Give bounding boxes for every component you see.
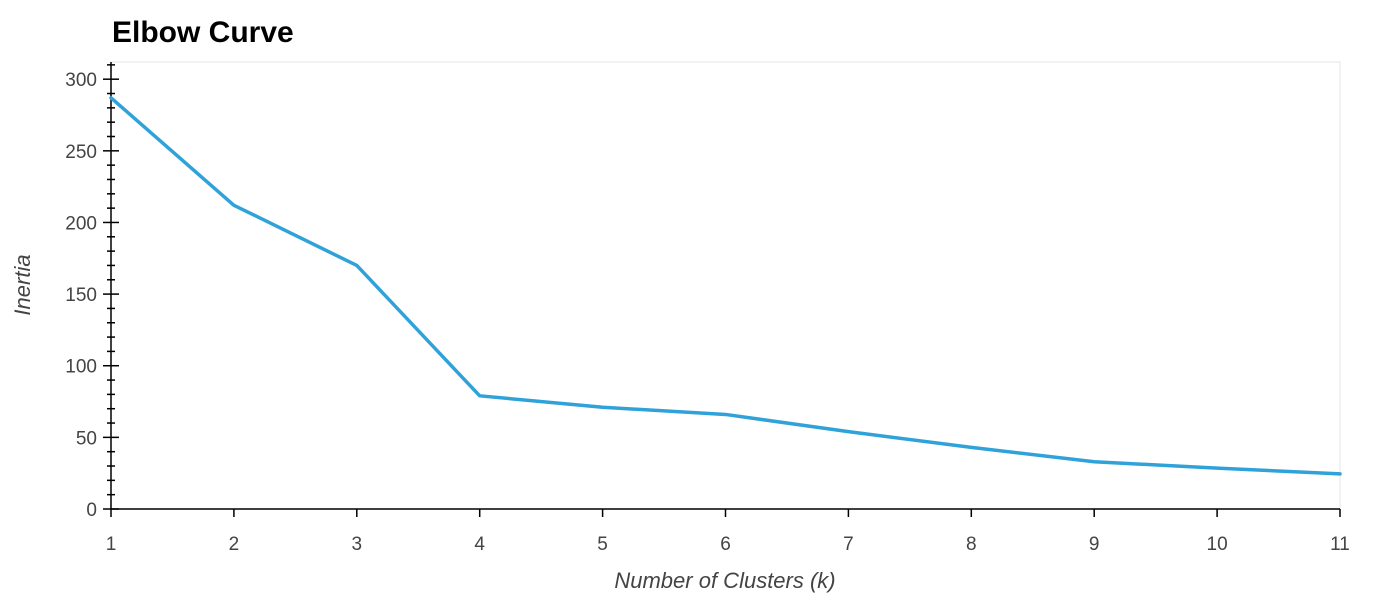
y-tick-label: 300 [65,70,97,91]
x-tick-label: 1 [106,534,117,555]
y-axis-label: Inertia [10,254,35,315]
chart-title: Elbow Curve [112,16,294,49]
x-tick-label: 3 [352,534,363,555]
plot-frame [110,61,1341,510]
series-layer [109,96,1342,476]
y-tick-label: 150 [65,285,97,306]
y-tick-label: 0 [86,500,97,521]
y-tick-label: 100 [65,357,97,378]
x-axis-ticks: 1 2 3 4 5 6 7 8 9 10 11 [106,509,1350,555]
x-tick-label: 5 [597,534,608,555]
x-tick-label: 7 [843,534,854,555]
x-axis-label: Number of Clusters (k) [614,568,835,593]
x-tick-label: 11 [1330,534,1350,555]
x-tick-label: 6 [720,534,731,555]
x-tick-label: 8 [966,534,977,555]
x-tick-label: 10 [1207,534,1228,555]
x-tick-label: 9 [1089,534,1100,555]
y-tick-label: 50 [76,428,97,449]
x-tick-label: 2 [229,534,240,555]
series-line [109,96,1342,476]
y-tick-label: 200 [65,213,97,234]
y-tick-label: 250 [65,142,97,163]
x-tick-label: 4 [474,534,485,555]
